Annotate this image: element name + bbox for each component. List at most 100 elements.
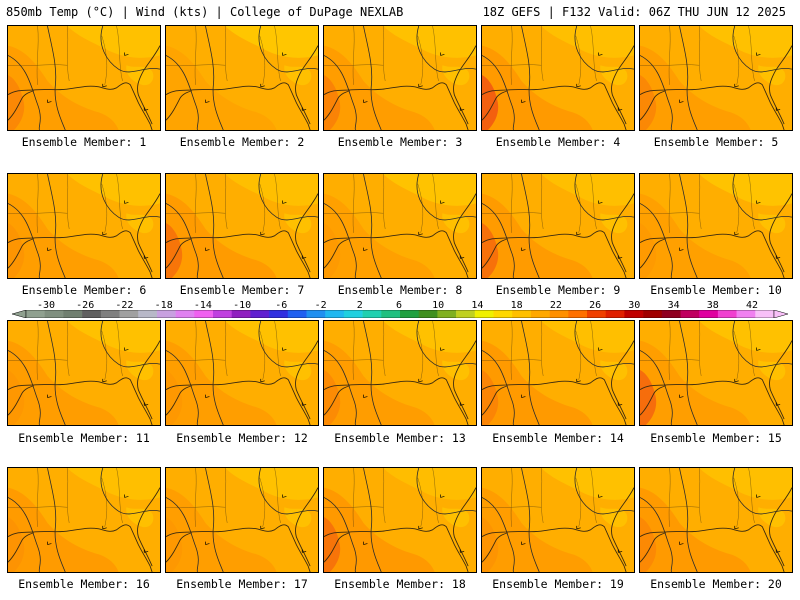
state-border <box>274 26 281 82</box>
cool-temperature-region <box>442 65 470 86</box>
state-border <box>36 26 39 85</box>
ensemble-map-panel <box>323 467 477 573</box>
colorbar-swatch <box>306 310 326 318</box>
temperature-contour <box>640 55 673 130</box>
temperature-contour <box>258 321 318 368</box>
state-border <box>116 174 123 230</box>
cool-temperature-region <box>383 174 476 206</box>
cool-temperature-region <box>541 174 634 206</box>
warm-temperature-region <box>166 487 277 572</box>
temperature-contour <box>258 26 318 73</box>
temperature-contour <box>100 174 160 221</box>
colorbar-swatch <box>119 310 139 318</box>
coastline <box>166 385 192 416</box>
temperature-contour <box>732 321 792 368</box>
temperature-contour <box>324 497 357 572</box>
colorbar-swatch <box>661 310 681 318</box>
wind-barb-icon <box>260 525 265 530</box>
colorbar-tick-label: 30 <box>628 300 641 311</box>
coastline <box>166 377 311 425</box>
colorbar-swatch <box>605 310 625 318</box>
hot-temperature-region <box>324 370 341 425</box>
wind-barb-icon <box>521 247 526 251</box>
temperature-contour <box>640 350 673 425</box>
coastline <box>640 82 785 130</box>
temperature-contour <box>732 174 792 221</box>
state-border <box>668 26 671 85</box>
wind-barb-icon <box>124 52 129 56</box>
colorbar-swatch <box>456 310 476 318</box>
state-border <box>324 506 384 509</box>
temperature-map <box>166 174 318 278</box>
state-border <box>274 468 281 524</box>
state-border <box>640 64 700 67</box>
temperature-map <box>640 321 792 425</box>
cool-temperature-region <box>600 507 628 528</box>
cool-temperature-region <box>284 213 312 234</box>
coastline <box>640 385 666 416</box>
temperature-contour <box>8 497 41 572</box>
cool-temperature-region <box>442 213 470 234</box>
temperature-map <box>482 321 634 425</box>
warm-temperature-region <box>640 193 751 278</box>
state-border <box>259 477 266 527</box>
state-border <box>482 64 542 67</box>
warm-temperature-region <box>482 193 593 278</box>
state-border <box>352 26 355 85</box>
state-border <box>8 359 68 362</box>
colorbar-swatch <box>568 310 588 318</box>
ensemble-member-label: Ensemble Member: 10 <box>650 283 782 297</box>
temperature-map <box>166 26 318 130</box>
wind-barb-icon <box>260 83 265 88</box>
temperature-contour <box>47 26 66 130</box>
wind-barb-icon <box>576 525 581 530</box>
state-border <box>224 26 228 81</box>
hot-temperature-region <box>640 223 657 278</box>
state-border <box>432 174 439 230</box>
wind-barb-icon <box>598 200 603 204</box>
state-border <box>194 26 197 85</box>
temperature-contour <box>205 321 224 425</box>
state-border <box>590 468 597 524</box>
chart-title-right: 18Z GEFS | F132 Valid: 06Z THU JUN 12 20… <box>482 5 786 19</box>
cool-temperature-region <box>284 360 312 381</box>
colorbar-swatch <box>381 310 401 318</box>
coastline <box>482 532 508 563</box>
wind-barb-icon <box>679 99 684 103</box>
state-border <box>540 174 544 229</box>
state-border <box>101 477 108 527</box>
hot-temperature-region <box>8 75 25 130</box>
coastline <box>611 487 634 567</box>
hot-temperature-region <box>166 370 183 425</box>
state-border <box>540 321 544 376</box>
coastline <box>8 385 34 416</box>
state-border <box>36 468 39 527</box>
wind-barb-icon <box>143 549 149 553</box>
temperature-contour <box>574 174 634 221</box>
coastline <box>640 524 785 572</box>
warm-temperature-region <box>8 45 119 130</box>
temperature-contour <box>521 26 540 130</box>
colorbar-left-arrow-icon <box>12 310 27 318</box>
temperature-contour <box>416 26 476 73</box>
temperature-contour <box>521 468 540 572</box>
coastline <box>137 45 160 125</box>
ensemble-member-label: Ensemble Member: 6 <box>21 283 147 297</box>
coastline <box>482 238 508 269</box>
ensemble-member-label: Ensemble Member: 12 <box>176 431 308 445</box>
colorbar-swatch <box>213 310 232 318</box>
coastline <box>8 532 34 563</box>
temperature-map <box>8 26 160 130</box>
state-border <box>510 468 513 527</box>
temperature-contour <box>732 468 792 515</box>
wind-barb-icon <box>459 402 465 406</box>
coastline <box>611 340 634 420</box>
wind-barb-icon <box>260 378 265 383</box>
state-border <box>432 26 439 82</box>
wind-barb-icon <box>617 255 623 259</box>
coastline <box>611 45 634 125</box>
wind-barb-icon <box>418 231 423 236</box>
coastline <box>611 193 634 273</box>
warm-temperature-region <box>166 45 277 130</box>
state-border <box>166 212 226 215</box>
